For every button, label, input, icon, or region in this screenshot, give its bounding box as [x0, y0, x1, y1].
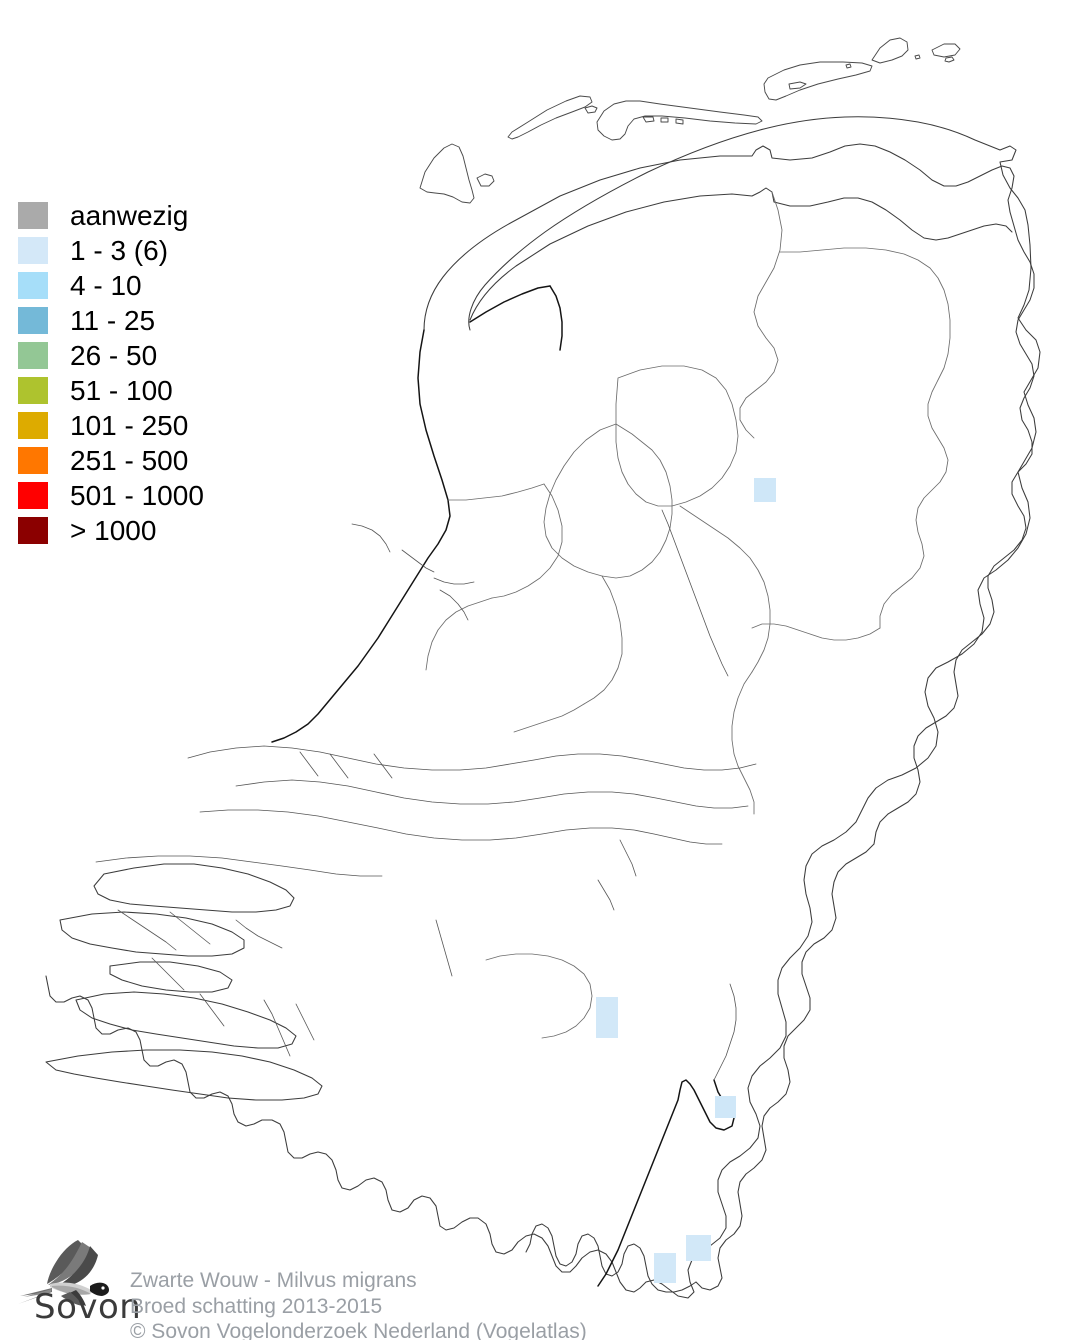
zeeland-islands — [45, 863, 323, 1101]
grid-cell[interactable] — [654, 1253, 676, 1283]
legend-item-51-100[interactable]: 51 - 100 — [18, 373, 204, 408]
swallow-bird-icon — [18, 1240, 109, 1306]
legend-label-26-50: 26 - 50 — [70, 339, 158, 371]
legend-item-11-25[interactable]: 11 - 25 — [18, 303, 204, 338]
legend-swatch-501-1000 — [18, 482, 48, 509]
legend-swatch-251-500 — [18, 447, 48, 474]
legend-item-101-250[interactable]: 101 - 250 — [18, 408, 204, 443]
sovon-logo[interactable]: Sovon — [16, 1234, 141, 1336]
legend-label-4-10: 4 - 10 — [70, 269, 142, 301]
legend-item-26-50[interactable]: 26 - 50 — [18, 338, 204, 373]
legend: aanwezig 1 - 3 (6) 4 - 10 11 - 25 26 - 5… — [18, 198, 204, 548]
legend-swatch-11-25 — [18, 307, 48, 334]
legend-label-11-25: 11 - 25 — [70, 304, 156, 336]
grid-cell[interactable] — [715, 1096, 736, 1118]
legend-item-501-1000[interactable]: 501 - 1000 — [18, 478, 204, 513]
legend-swatch-101-250 — [18, 412, 48, 439]
credit-copyright: © Sovon Vogelonderzoek Nederland (Vogela… — [130, 1320, 587, 1340]
credits-block: Zwarte Wouw - Milvus migrans Broed schat… — [130, 1268, 587, 1340]
sovon-wordmark: Sovon — [34, 1287, 142, 1327]
distribution-grid-cells — [596, 478, 776, 1283]
legend-label-501-1000: 501 - 1000 — [70, 479, 204, 511]
grid-cell[interactable] — [754, 478, 776, 502]
inner-detail — [263, 523, 637, 1057]
credit-species: Zwarte Wouw - Milvus migrans — [130, 1269, 417, 1292]
footer: Sovon Zwarte Wouw - Milvus migrans Broed… — [0, 1232, 1074, 1340]
province-boundaries — [425, 191, 951, 815]
legend-label-over-1000: > 1000 — [70, 514, 157, 546]
country-border — [423, 143, 1035, 1293]
legend-swatch-26-50 — [18, 342, 48, 369]
legend-swatch-aanwezig — [18, 202, 48, 229]
rivers-and-delta — [95, 509, 757, 1287]
legend-item-over-1000[interactable]: > 1000 — [18, 513, 204, 548]
legend-swatch-1-3 — [18, 237, 48, 264]
grid-cell[interactable] — [596, 997, 618, 1038]
legend-item-1-3[interactable]: 1 - 3 (6) — [18, 233, 204, 268]
legend-label-aanwezig: aanwezig — [70, 199, 189, 231]
legend-label-251-500: 251 - 500 — [70, 444, 189, 476]
grid-cell[interactable] — [686, 1235, 711, 1261]
netherlands-silhouette — [271, 187, 1013, 743]
legend-item-4-10[interactable]: 4 - 10 — [18, 268, 204, 303]
legend-swatch-4-10 — [18, 272, 48, 299]
credit-period: Broed schatting 2013-2015 — [130, 1294, 383, 1318]
legend-item-251-500[interactable]: 251 - 500 — [18, 443, 204, 478]
mainland-outline — [45, 116, 1041, 1299]
legend-swatch-51-100 — [18, 377, 48, 404]
legend-item-aanwezig[interactable]: aanwezig — [18, 198, 204, 233]
legend-swatch-over-1000 — [18, 517, 48, 544]
wadden-islands — [419, 37, 961, 204]
legend-label-101-250: 101 - 250 — [70, 409, 189, 441]
legend-label-1-3: 1 - 3 (6) — [70, 234, 169, 266]
legend-label-51-100: 51 - 100 — [70, 374, 173, 406]
